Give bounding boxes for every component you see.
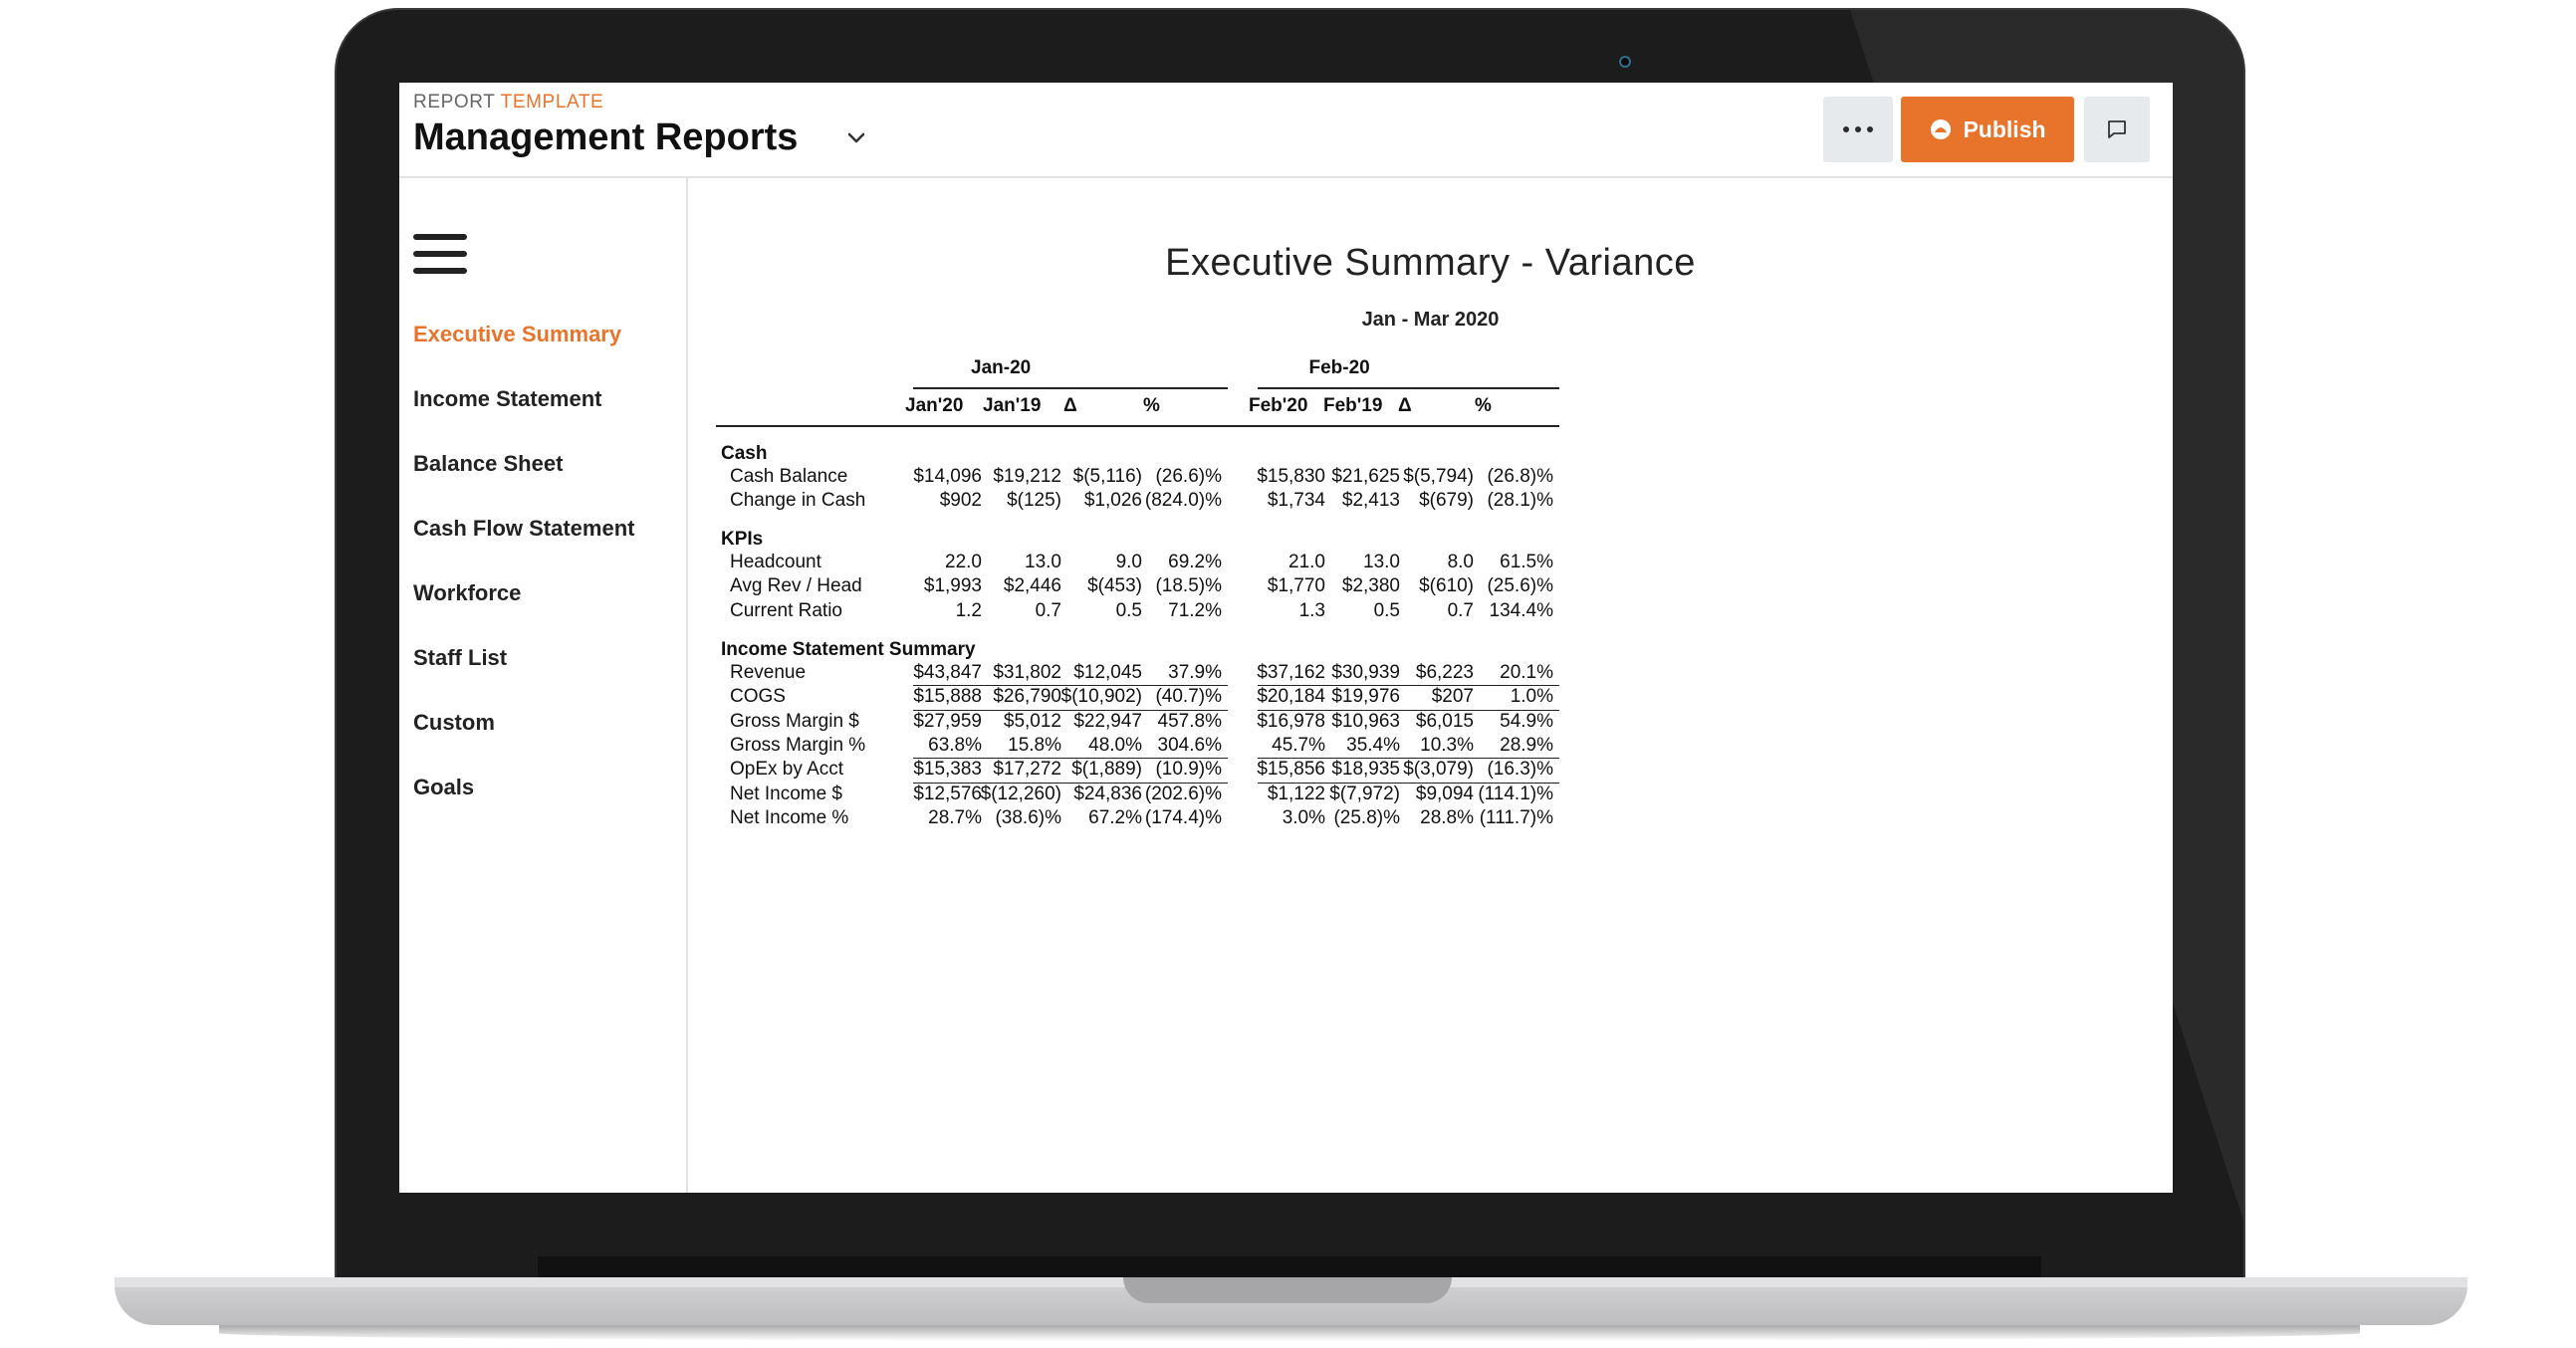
table-cell: 134.4% [1434, 600, 1553, 622]
comment-icon [2105, 117, 2129, 141]
app-screen: REPORT TEMPLATE Management Reports Publi… [399, 83, 2173, 1193]
sidebar-item-income-statement[interactable]: Income Statement [413, 386, 602, 412]
group-header: Feb-20 [1309, 357, 1509, 379]
more-dot [1867, 126, 1873, 132]
table-cell: 71.2% [1102, 600, 1222, 622]
table-cell: (40.7)% [1102, 686, 1222, 708]
laptop-hinge [538, 1256, 2041, 1278]
table-cell: (25.6)% [1434, 575, 1553, 597]
table-cell: 1.0% [1434, 686, 1553, 708]
report-title: Executive Summary - Variance [688, 242, 2173, 285]
section-header: Cash [721, 443, 767, 465]
more-horizontal-icon [1843, 126, 1849, 132]
sidebar-item-custom[interactable]: Custom [413, 710, 495, 736]
row-label: OpEx by Acct [730, 759, 843, 781]
breadcrumb-prefix: REPORT [413, 92, 495, 112]
report-panel: Executive Summary - Variance Jan - Mar 2… [688, 178, 2173, 1193]
group-header-rule [913, 387, 1228, 389]
table-cell: 304.6% [1102, 735, 1222, 757]
more-options-button[interactable] [1823, 97, 1893, 162]
column-header: Jan'19 [983, 395, 1072, 417]
table-cell: (28.1)% [1434, 490, 1553, 512]
row-label: Change in Cash [730, 490, 865, 512]
table-cell: (111.7)% [1434, 807, 1553, 829]
row-label: Net Income $ [730, 784, 842, 805]
table-cell: 69.2% [1102, 552, 1222, 573]
hamburger-menu-icon[interactable] [413, 234, 467, 274]
table-cell: 457.8% [1102, 711, 1222, 733]
table-cell: (114.1)% [1434, 784, 1553, 805]
row-label: Gross Margin $ [730, 711, 859, 733]
section-header: Income Statement Summary [721, 639, 976, 661]
table-cell: (26.6)% [1102, 466, 1222, 488]
breadcrumb: REPORT TEMPLATE [413, 92, 603, 113]
column-header: % [1143, 395, 1233, 417]
group-header-rule [1258, 387, 1559, 389]
sidebar: Executive Summary Income Statement Balan… [399, 178, 688, 1193]
webcam-icon [1619, 56, 1631, 68]
row-label: Current Ratio [730, 600, 842, 622]
sidebar-item-cash-flow-statement[interactable]: Cash Flow Statement [413, 516, 634, 542]
table-cell: (824.0)% [1102, 490, 1222, 512]
comment-button[interactable] [2084, 97, 2150, 162]
header-bottom-rule [716, 425, 1559, 427]
laptop-opening-notch [1123, 1277, 1452, 1303]
group-header: Jan-20 [971, 357, 1170, 379]
table-cell: (10.9)% [1102, 759, 1222, 781]
publish-icon [1929, 117, 1953, 141]
row-label: Net Income % [730, 807, 848, 829]
more-dot [1855, 126, 1861, 132]
chevron-down-icon[interactable] [844, 126, 868, 150]
row-label: Headcount [730, 552, 821, 573]
table-cell: 54.9% [1434, 711, 1553, 733]
row-label: COGS [730, 686, 786, 708]
row-label: Avg Rev / Head [730, 575, 862, 597]
sidebar-item-balance-sheet[interactable]: Balance Sheet [413, 451, 563, 477]
table-cell: 37.9% [1102, 662, 1222, 684]
table-cell: 20.1% [1434, 662, 1553, 684]
sidebar-item-staff-list[interactable]: Staff List [413, 645, 507, 671]
row-label: Revenue [730, 662, 806, 684]
breadcrumb-accent: TEMPLATE [501, 92, 604, 112]
publish-label: Publish [1963, 116, 2045, 143]
table-cell: (202.6)% [1102, 784, 1222, 805]
table-cell: (18.5)% [1102, 575, 1222, 597]
page-title[interactable]: Management Reports [413, 116, 798, 159]
table-cell: 28.9% [1434, 735, 1553, 757]
column-header: Jan'20 [905, 395, 995, 417]
column-header: Δ [1063, 395, 1153, 417]
sidebar-item-executive-summary[interactable]: Executive Summary [413, 322, 621, 347]
publish-button[interactable]: Publish [1901, 97, 2074, 162]
table-cell: (174.4)% [1102, 807, 1222, 829]
sidebar-item-workforce[interactable]: Workforce [413, 580, 521, 606]
report-subtitle: Jan - Mar 2020 [688, 309, 2173, 332]
sidebar-item-goals[interactable]: Goals [413, 775, 474, 800]
row-label: Cash Balance [730, 466, 847, 488]
laptop-shadow [219, 1325, 2360, 1341]
table-cell: (26.8)% [1434, 466, 1553, 488]
section-header: KPIs [721, 529, 763, 551]
table-cell: (16.3)% [1434, 759, 1553, 781]
row-label: Gross Margin % [730, 735, 865, 757]
app-header: REPORT TEMPLATE Management Reports Publi… [399, 83, 2173, 178]
column-header: % [1475, 395, 1564, 417]
table-cell: 61.5% [1434, 552, 1553, 573]
